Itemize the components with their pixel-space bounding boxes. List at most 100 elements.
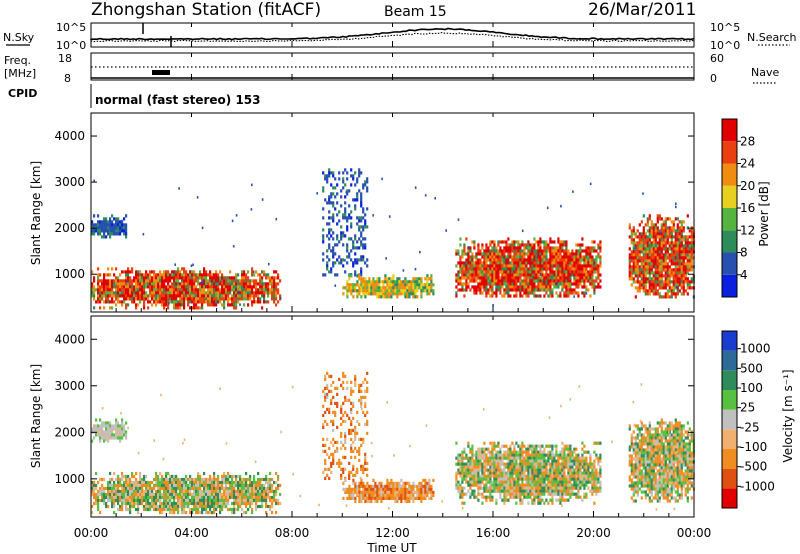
heatmap-cell xyxy=(143,477,146,482)
heatmap-cell xyxy=(249,297,252,301)
heatmap-cell xyxy=(167,276,170,280)
heatmap-cell xyxy=(235,273,238,277)
heatmap-cell xyxy=(277,501,280,506)
heatmap-cell xyxy=(275,303,278,307)
heatmap-cell xyxy=(159,501,162,506)
heatmap-cell xyxy=(541,273,544,277)
heatmap-cell xyxy=(223,300,226,304)
heatmap-cell xyxy=(392,487,395,491)
heatmap-cell xyxy=(690,250,693,254)
heatmap-cell xyxy=(133,483,136,488)
heatmap-cell xyxy=(565,294,568,298)
heatmap-cell xyxy=(247,294,250,298)
heatmap-cell xyxy=(674,268,677,272)
nsearch-label: N.Search xyxy=(747,31,797,44)
heatmap-cell xyxy=(334,284,337,287)
heatmap-cell xyxy=(211,291,214,295)
heatmap-cell xyxy=(650,241,653,245)
heatmap-cell xyxy=(183,486,186,491)
heatmap-cell xyxy=(597,270,600,274)
heatmap-cell xyxy=(360,198,363,202)
heatmap-cell xyxy=(690,244,693,248)
heatmap-cell xyxy=(539,279,542,283)
heatmap-cell xyxy=(675,202,677,205)
heatmap-cell xyxy=(326,234,329,238)
heatmap-cell xyxy=(119,229,122,233)
heatmap-cell xyxy=(557,249,560,253)
heatmap-cell xyxy=(223,282,226,286)
heatmap-cell xyxy=(113,291,116,295)
heatmap-cell xyxy=(113,486,116,491)
heatmap-cell xyxy=(213,474,216,479)
heatmap-cell xyxy=(664,280,667,284)
heatmap-cell xyxy=(487,279,490,283)
heatmap-cell xyxy=(267,486,270,491)
heatmap-cell xyxy=(410,280,413,284)
heatmap-cell xyxy=(557,282,560,286)
heatmap-cell xyxy=(227,288,230,292)
heatmap-cell xyxy=(205,285,208,289)
heatmap-cell xyxy=(396,283,399,287)
heatmap-cell xyxy=(416,496,419,500)
heatmap-cell xyxy=(414,286,417,290)
heatmap-cell xyxy=(354,258,357,262)
heatmap-cell xyxy=(549,255,552,259)
heatmap-cell xyxy=(461,282,464,286)
heatmap-cell xyxy=(648,265,651,269)
heatmap-cell xyxy=(632,250,635,254)
heatmap-cell xyxy=(364,395,367,399)
heatmap-cell xyxy=(213,477,216,482)
heatmap-cell xyxy=(205,276,208,280)
heatmap-cell xyxy=(171,504,174,509)
heatmap-cell xyxy=(93,279,96,283)
heatmap-cell xyxy=(107,433,110,437)
heatmap-cell xyxy=(675,205,677,209)
heatmap-cell xyxy=(585,252,588,256)
heatmap-cell xyxy=(211,480,214,485)
heatmap-cell xyxy=(117,427,120,431)
heatmap-cell xyxy=(161,507,164,512)
heatmap-cell xyxy=(167,492,170,497)
heatmap-cell xyxy=(666,280,669,284)
heatmap-cell xyxy=(157,489,160,494)
heatmap-cell xyxy=(157,498,160,503)
heatmap-cell xyxy=(406,283,409,287)
heatmap-cell xyxy=(374,289,377,293)
heatmap-cell xyxy=(527,276,530,280)
heatmap-cell xyxy=(324,392,327,396)
heatmap-cell xyxy=(533,291,536,295)
heatmap-cell xyxy=(644,286,647,290)
heatmap-cell xyxy=(370,490,373,494)
heatmap-cell xyxy=(269,498,272,503)
heatmap-cell xyxy=(171,273,174,277)
heatmap-cell xyxy=(517,261,520,265)
heatmap-cell xyxy=(666,235,669,239)
heatmap-cell xyxy=(267,282,270,286)
heatmap-cell xyxy=(93,495,96,500)
heatmap-cell xyxy=(121,430,124,434)
heatmap-cell xyxy=(251,291,254,295)
heatmap-cell xyxy=(145,492,148,497)
heatmap-cell xyxy=(111,214,114,218)
heatmap-cell xyxy=(131,300,134,304)
heatmap-cell xyxy=(527,246,530,250)
heatmap-cell xyxy=(517,246,520,250)
heatmap-cell xyxy=(181,288,184,292)
heatmap-cell xyxy=(115,226,118,230)
heatmap-cell xyxy=(682,283,685,287)
heatmap-cell xyxy=(545,273,548,277)
heatmap-cell xyxy=(93,276,96,280)
heatmap-cell xyxy=(356,295,359,299)
heatmap-cell xyxy=(356,261,359,265)
heatmap-cell xyxy=(497,252,500,256)
heatmap-cell xyxy=(239,480,242,485)
heatmap-cell xyxy=(127,474,130,479)
heatmap-cell xyxy=(119,427,122,431)
heatmap-cell xyxy=(109,430,112,434)
heatmap-cell xyxy=(247,489,250,494)
heatmap-cell xyxy=(541,288,544,292)
heatmap-cell xyxy=(354,374,357,378)
heatmap-cell xyxy=(133,288,136,292)
heatmap-cell xyxy=(261,282,264,286)
heatmap-cell xyxy=(139,282,142,286)
